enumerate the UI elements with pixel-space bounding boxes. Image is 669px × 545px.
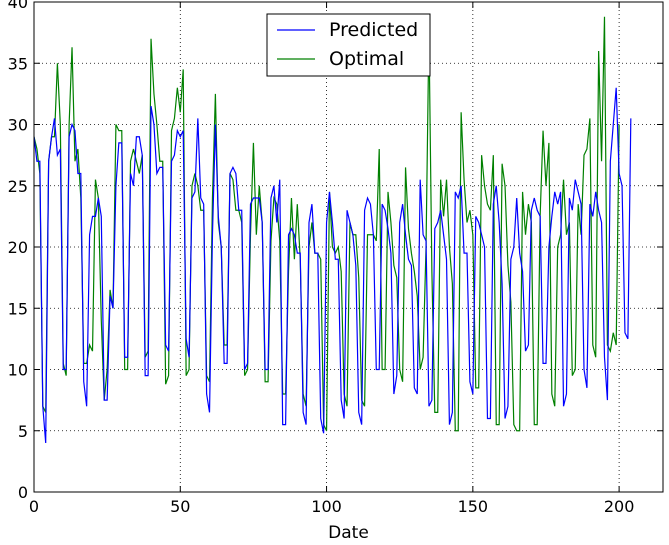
- series-layer: [34, 16, 632, 444]
- x-axis-title: Date: [328, 523, 369, 543]
- y-tick-label: 20: [8, 238, 28, 257]
- y-tick-label: 15: [8, 299, 28, 318]
- legend: Predicted Optimal: [266, 13, 431, 77]
- x-tick-label: 100: [311, 497, 342, 516]
- series-line-predicted: [34, 87, 632, 444]
- x-tick-label: 200: [604, 497, 635, 516]
- legend-box: [266, 13, 431, 77]
- y-tick-label: 10: [8, 361, 28, 380]
- x-tick-label: 150: [458, 497, 489, 516]
- y-tick-label: 25: [8, 177, 28, 196]
- axis-ticks: [33, 1, 663, 493]
- legend-label-predicted: Predicted: [329, 19, 418, 41]
- legend-label-optimal: Optimal: [329, 48, 404, 70]
- tick-labels: 0 50 100 150 200 0 5 10 15 20 25 30 35 40: [8, 0, 635, 516]
- y-tick-label: 0: [18, 483, 28, 502]
- y-tick-label: 40: [8, 0, 28, 12]
- x-tick-label: 0: [29, 497, 39, 516]
- x-tick-label: 50: [170, 497, 190, 516]
- y-tick-label: 5: [18, 422, 28, 441]
- y-tick-label: 30: [8, 116, 28, 135]
- series-line-optimal: [34, 16, 620, 432]
- y-tick-label: 35: [8, 54, 28, 73]
